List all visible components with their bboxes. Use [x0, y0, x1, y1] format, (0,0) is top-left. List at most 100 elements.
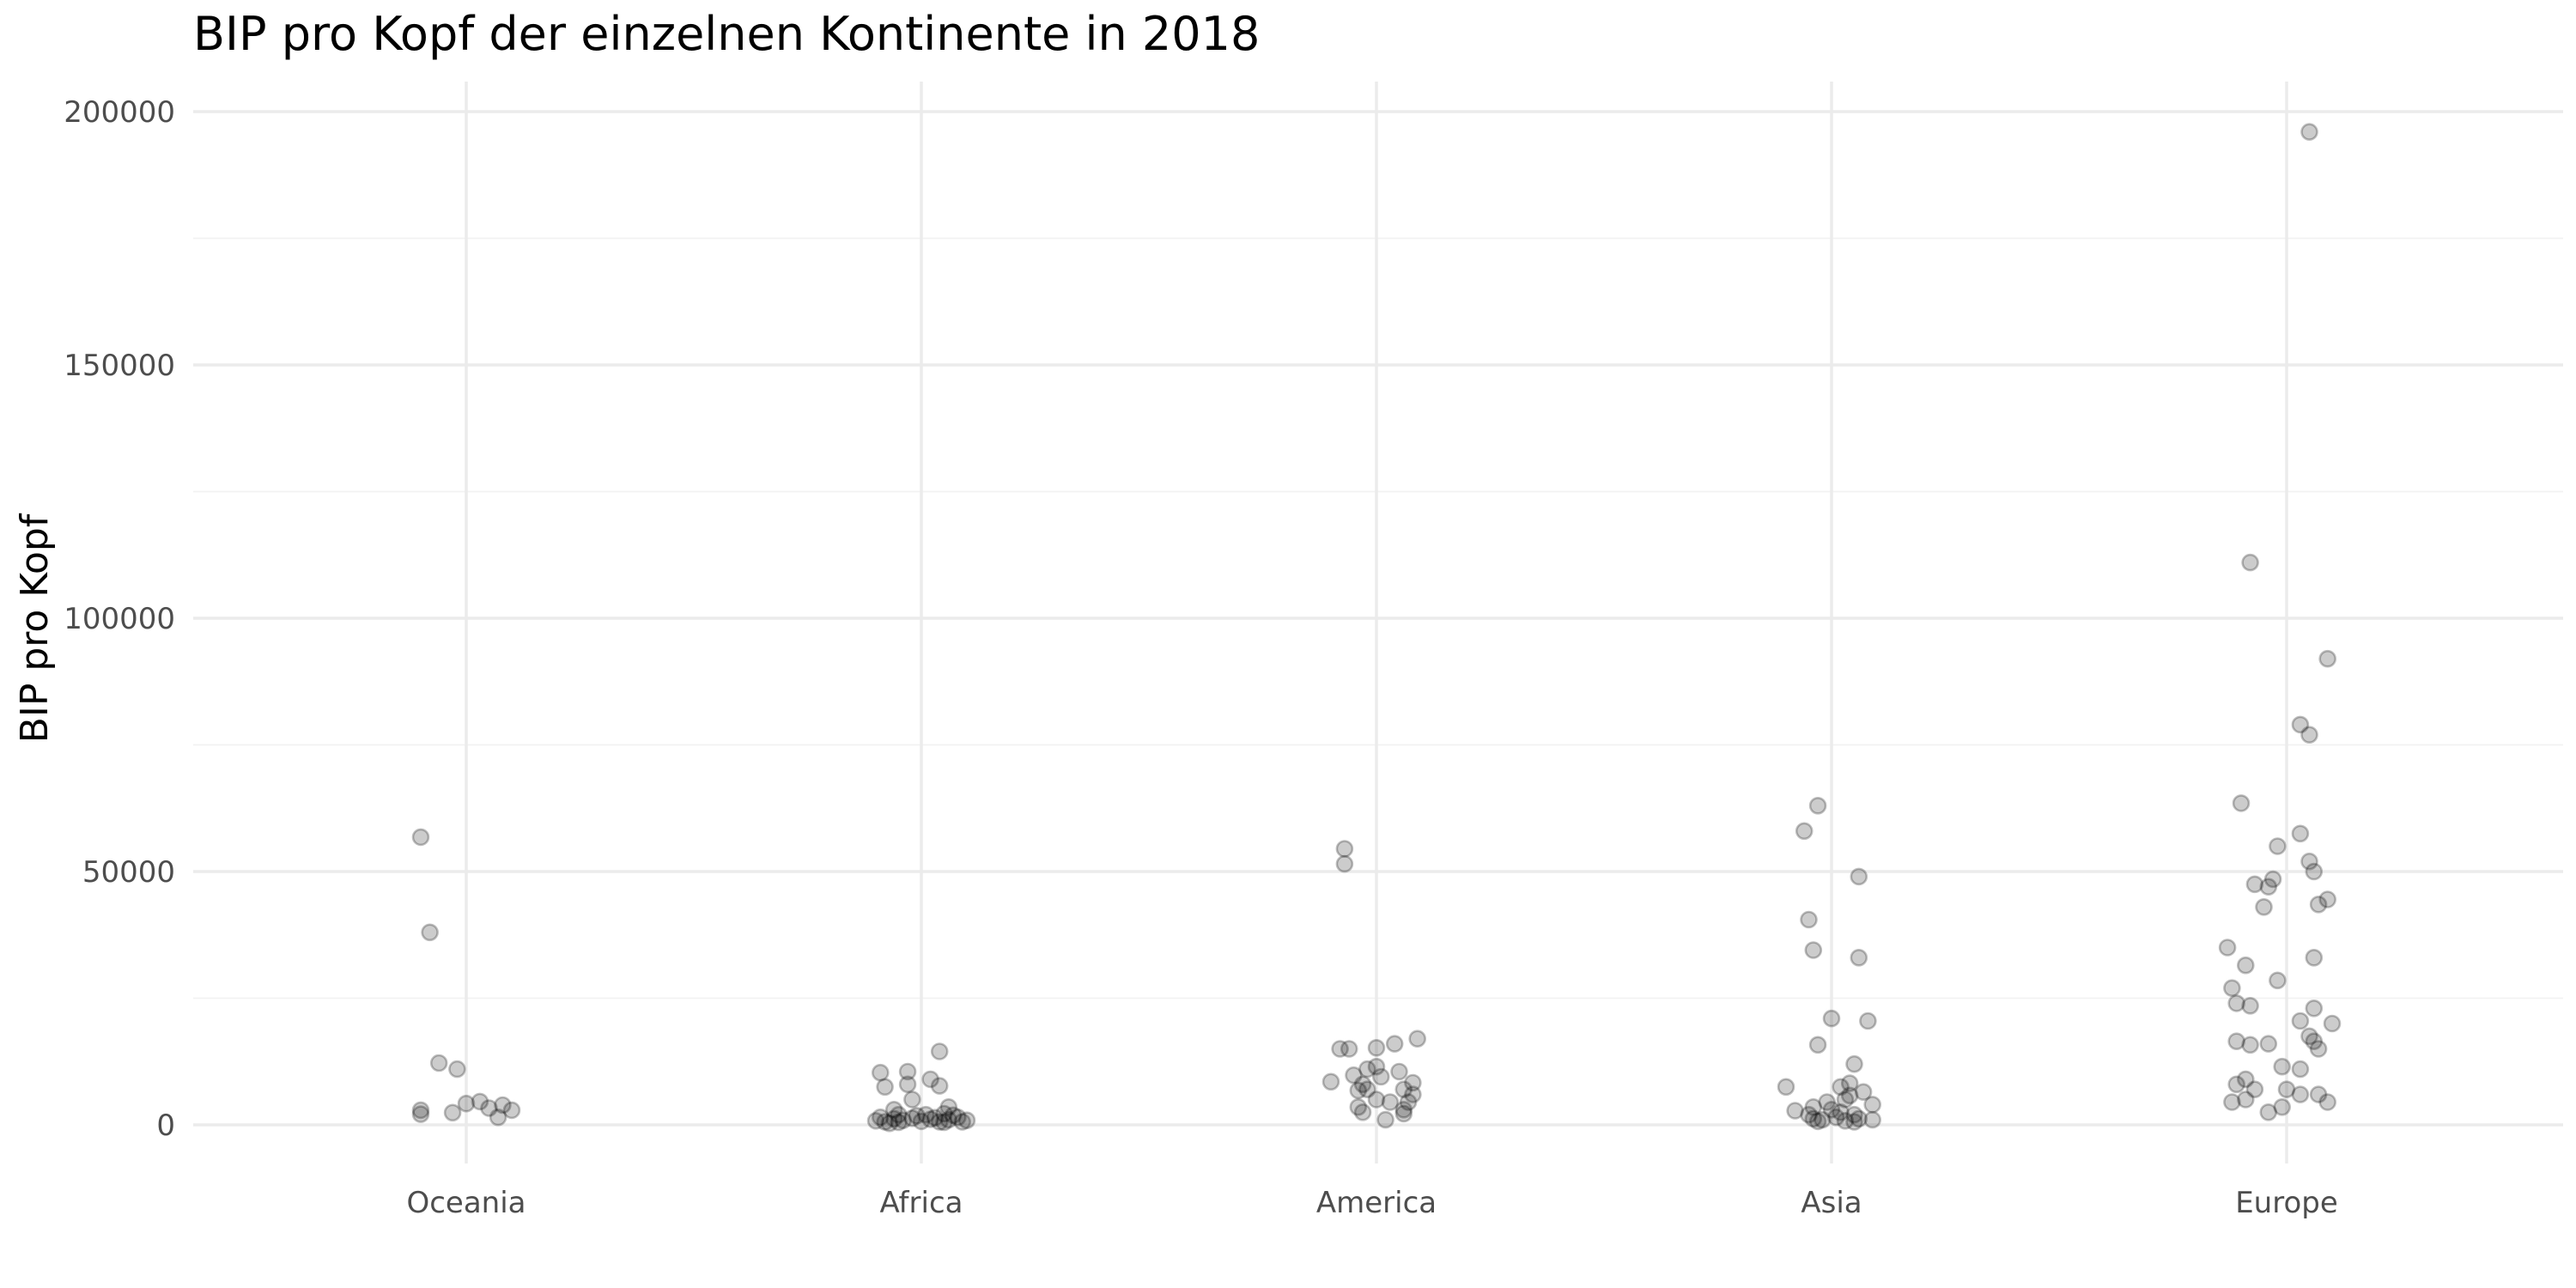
- point-africa-12: [917, 1105, 935, 1124]
- y-tick-labels: 0 50000 100000 150000 200000: [64, 95, 175, 1143]
- point-africa-9: [884, 1101, 903, 1119]
- series-europe: [2218, 123, 2342, 1121]
- point-europe-22: [2241, 997, 2259, 1015]
- point-europe-34: [2237, 1070, 2255, 1089]
- point-africa-13: [935, 1104, 953, 1123]
- point-europe-1: [2241, 553, 2259, 572]
- point-america-1: [1335, 854, 1354, 873]
- x-tick-label-3: Asia: [1801, 1186, 1862, 1220]
- point-africa-4: [876, 1078, 894, 1097]
- point-europe-16: [2218, 939, 2237, 957]
- point-america-5: [1340, 1040, 1358, 1058]
- x-tick-labels: Oceania Africa America Asia Europe: [406, 1186, 2337, 1220]
- point-america-9: [1390, 1062, 1408, 1081]
- point-asia-24: [1804, 1109, 1823, 1128]
- point-africa-5: [898, 1075, 917, 1094]
- point-europe-15: [2255, 898, 2273, 916]
- point-asia-19: [1822, 1101, 1841, 1119]
- data-points: [411, 123, 2342, 1133]
- chart-title: BIP pro Kopf der einzelnen Kontinente in…: [193, 7, 1260, 61]
- point-africa-7: [903, 1091, 921, 1109]
- point-oceania-5: [471, 1092, 489, 1111]
- y-tick-label-1: 50000: [82, 855, 175, 890]
- point-asia-27: [1836, 1112, 1855, 1130]
- point-europe-35: [2227, 1075, 2245, 1094]
- point-africa-19: [903, 1109, 921, 1127]
- point-asia-17: [1863, 1096, 1881, 1114]
- point-europe-2: [2318, 649, 2336, 668]
- point-europe-12: [2245, 875, 2264, 894]
- point-america-15: [1404, 1073, 1422, 1092]
- point-africa-25: [953, 1113, 971, 1131]
- point-europe-37: [2277, 1080, 2296, 1098]
- point-africa-28: [890, 1113, 908, 1132]
- point-asia-28: [1850, 1109, 1868, 1128]
- point-america-11: [1372, 1067, 1390, 1086]
- point-europe-17: [2305, 949, 2324, 967]
- point-africa-8: [939, 1098, 958, 1116]
- point-america-18: [1404, 1085, 1422, 1103]
- point-africa-6: [930, 1077, 949, 1095]
- point-oceania-7: [494, 1096, 512, 1115]
- point-europe-21: [2227, 994, 2245, 1012]
- point-asia-31: [1845, 1113, 1863, 1131]
- series-africa: [866, 1042, 976, 1133]
- x-tick-label-0: Oceania: [406, 1186, 526, 1220]
- point-america-8: [1358, 1060, 1376, 1078]
- point-oceania-8: [502, 1101, 521, 1120]
- point-europe-44: [2259, 1103, 2278, 1121]
- point-asia-21: [1832, 1103, 1850, 1121]
- point-america-4: [1331, 1040, 1349, 1058]
- point-asia-9: [1845, 1054, 1863, 1073]
- point-asia-13: [1854, 1083, 1873, 1101]
- point-asia-11: [1832, 1078, 1850, 1097]
- series-america: [1321, 840, 1426, 1129]
- point-oceania-4: [457, 1094, 476, 1113]
- point-europe-31: [2309, 1040, 2328, 1058]
- point-africa-20: [912, 1112, 931, 1131]
- point-europe-40: [2223, 1093, 2241, 1111]
- point-europe-26: [2300, 1027, 2318, 1046]
- point-europe-18: [2237, 956, 2255, 975]
- x-tick-label-2: America: [1316, 1186, 1437, 1220]
- point-africa-16: [876, 1113, 894, 1131]
- point-oceania-10: [411, 1101, 430, 1120]
- major-gridlines-x: [465, 82, 2288, 1163]
- point-oceania-6: [480, 1099, 498, 1117]
- y-axis-title: BIP pro Kopf: [13, 513, 57, 743]
- point-africa-23: [939, 1110, 958, 1129]
- point-europe-32: [2273, 1057, 2291, 1076]
- point-europe-43: [2273, 1098, 2291, 1116]
- point-america-0: [1335, 840, 1354, 858]
- point-africa-2: [898, 1062, 917, 1081]
- point-america-22: [1349, 1098, 1368, 1116]
- point-asia-26: [1827, 1108, 1845, 1127]
- point-africa-15: [866, 1112, 885, 1130]
- point-america-20: [1381, 1093, 1400, 1111]
- point-america-14: [1358, 1080, 1376, 1098]
- point-asia-8: [1808, 1036, 1827, 1054]
- point-oceania-3: [448, 1060, 466, 1078]
- point-america-26: [1376, 1110, 1394, 1129]
- point-europe-27: [2305, 1032, 2324, 1050]
- point-asia-14: [1840, 1086, 1859, 1105]
- point-africa-3: [921, 1070, 939, 1089]
- point-america-10: [1345, 1066, 1363, 1084]
- point-africa-31: [935, 1113, 953, 1132]
- point-africa-1: [872, 1063, 890, 1082]
- point-africa-0: [930, 1042, 949, 1060]
- point-oceania-12: [489, 1108, 507, 1127]
- point-asia-4: [1804, 941, 1823, 959]
- point-asia-10: [1840, 1074, 1859, 1092]
- point-europe-7: [2269, 837, 2287, 855]
- point-africa-27: [872, 1108, 890, 1127]
- point-africa-26: [957, 1111, 976, 1129]
- point-oceania-2: [429, 1054, 448, 1072]
- point-europe-13: [2318, 890, 2336, 908]
- point-europe-36: [2245, 1080, 2264, 1098]
- point-africa-24: [949, 1108, 967, 1127]
- point-europe-8: [2300, 852, 2318, 871]
- point-europe-20: [2223, 979, 2241, 997]
- point-asia-5: [1850, 949, 1868, 967]
- point-america-13: [1353, 1075, 1372, 1094]
